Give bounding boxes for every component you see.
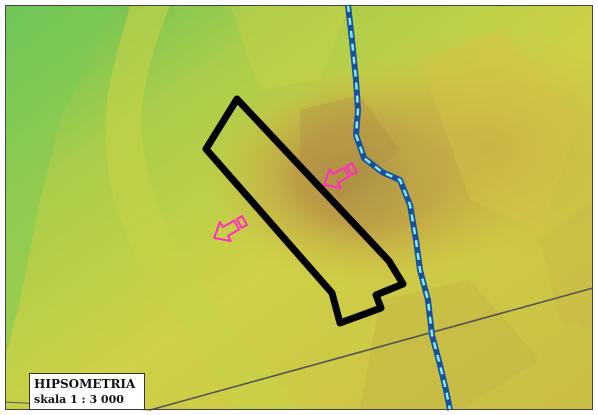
parcel-outline[interactable]	[202, 95, 407, 327]
flow-arrow	[323, 161, 359, 190]
map-frame	[5, 5, 593, 410]
terrain-facet	[360, 280, 540, 410]
map-legend: HIPSOMETRIA skala 1 : 3 000	[29, 373, 145, 410]
terrain-hill-east	[5, 5, 593, 410]
terrain-facet	[230, 5, 350, 90]
legend-title: HIPSOMETRIA	[34, 377, 136, 391]
road-line	[149, 287, 594, 411]
terrain-facet	[300, 95, 400, 200]
terrain-facet	[420, 30, 580, 230]
flow-arrow	[213, 214, 249, 243]
terrain-facet	[540, 200, 593, 330]
stream-line-inner	[346, 4, 452, 411]
legend-scale: skala 1 : 3 000	[34, 393, 124, 406]
